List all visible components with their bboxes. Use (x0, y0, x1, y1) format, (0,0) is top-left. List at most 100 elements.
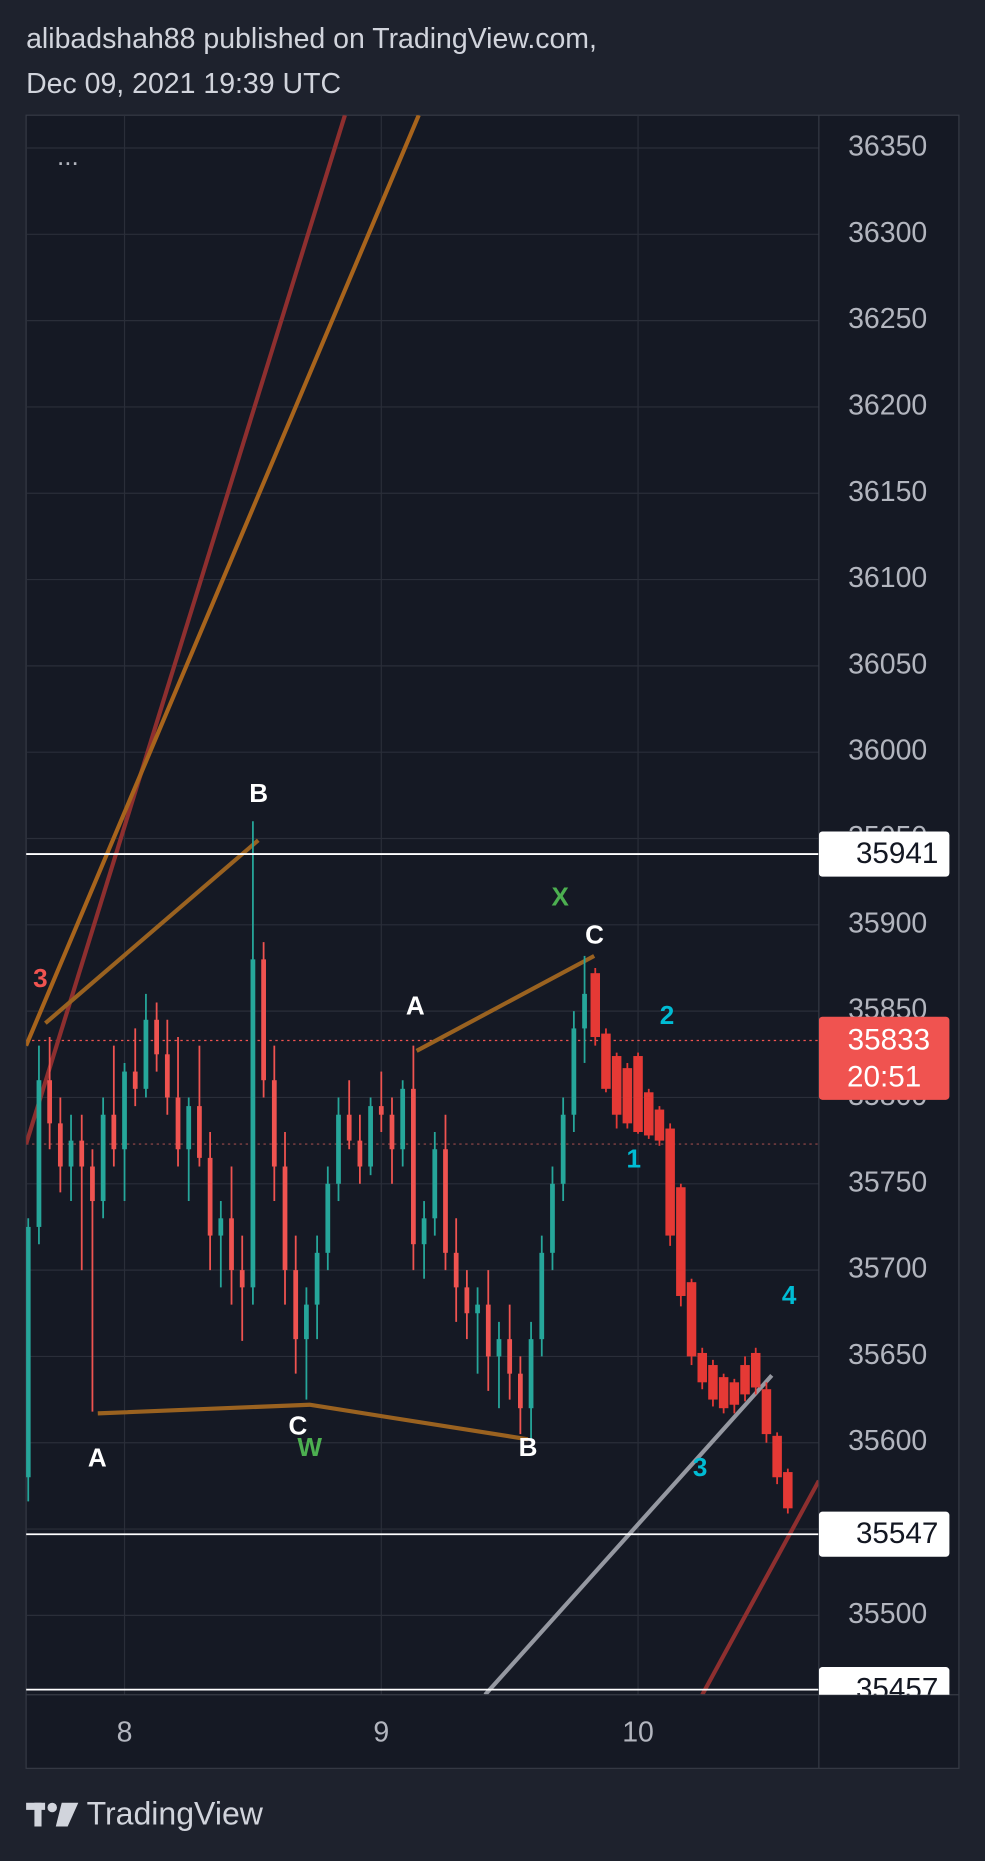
price-tag-label: 35941 (856, 837, 938, 870)
candle-body (368, 1106, 373, 1167)
candle-body (507, 1339, 513, 1374)
candle-body (708, 1365, 718, 1400)
x-tick-label: 8 (117, 1716, 133, 1748)
candle-body (261, 959, 266, 1081)
y-tick-label: 36300 (848, 217, 927, 249)
more-menu[interactable]: ... (57, 141, 79, 171)
last-price-label: 35833 (848, 1024, 930, 1057)
wave-label: B (519, 1432, 538, 1462)
candle-body (665, 1128, 675, 1236)
wave-label: W (297, 1432, 322, 1462)
candle-body (36, 1080, 42, 1227)
price-tag (818, 1511, 950, 1557)
candle-body (90, 1166, 95, 1202)
candle-body (729, 1382, 740, 1405)
wave-label: 4 (782, 1280, 797, 1310)
candle-body (325, 1183, 331, 1253)
y-tick-label: 36250 (848, 303, 927, 335)
candle-body (421, 1218, 427, 1245)
candle-body (539, 1252, 545, 1340)
trend-line (700, 1479, 819, 1695)
y-tick-label: 35500 (848, 1598, 927, 1630)
candle-body (336, 1114, 341, 1184)
candle-body (443, 1149, 448, 1253)
candle-body (282, 1166, 288, 1271)
candle-body (250, 959, 256, 1288)
candle-body (122, 1071, 127, 1150)
y-tick-label: 35900 (848, 907, 927, 939)
candle-body (453, 1252, 459, 1288)
candle-body (26, 1226, 31, 1478)
x-tick-label: 10 (622, 1716, 654, 1748)
y-tick-label: 36050 (848, 648, 927, 680)
candle-body (550, 1183, 555, 1253)
candle-body (378, 1106, 384, 1115)
price-tag (818, 1667, 950, 1695)
candle-body (761, 1389, 772, 1435)
candle-body (697, 1352, 707, 1383)
price-axis: 36350 36300 36250 36200 36150 36100 36050 36000… (818, 131, 950, 1695)
candle-body (100, 1114, 106, 1202)
candle-body (164, 1054, 170, 1098)
footer-brand: TradingView (87, 1795, 264, 1831)
candle-body (601, 1033, 611, 1089)
x-tick-label: 9 (373, 1716, 389, 1748)
candle-body (686, 1282, 697, 1357)
candle-body (517, 1373, 523, 1409)
candle-body (475, 1304, 480, 1314)
trend-line (415, 954, 596, 1053)
candle-body (143, 1019, 149, 1089)
candle-body (400, 1088, 406, 1150)
wave-label: A (406, 991, 425, 1021)
candle-body (496, 1339, 502, 1357)
last-price-tag (818, 1016, 950, 1100)
candle-body (154, 1019, 160, 1055)
grid (26, 115, 819, 1695)
candle-body (644, 1092, 654, 1136)
candle-body (622, 1068, 633, 1124)
candle-body (432, 1149, 438, 1219)
candle-body (357, 1140, 363, 1167)
y-tick-label: 36200 (848, 389, 927, 421)
candle-body (411, 1088, 416, 1245)
candle-body (772, 1435, 782, 1478)
candle-body (186, 1106, 192, 1150)
candle-body (633, 1056, 643, 1132)
candle-body (464, 1287, 470, 1314)
wave-label: C (585, 919, 604, 949)
header-author: alibadshah88 published on TradingView.co… (26, 23, 597, 55)
wave-label: C (288, 1411, 307, 1441)
candle-body (740, 1365, 750, 1395)
trend-line (97, 1402, 529, 1442)
time-axis: 8 9 10 (117, 1716, 654, 1748)
y-tick-label: 36100 (848, 562, 927, 594)
candle-body (304, 1304, 309, 1340)
y-tick-label: 35650 (848, 1339, 927, 1371)
price-tag (818, 831, 950, 877)
candle-body (346, 1114, 352, 1141)
candle-body (718, 1377, 729, 1409)
candle-body (47, 1080, 53, 1124)
candle-body (571, 1028, 577, 1115)
candle-body (79, 1140, 85, 1167)
wave-label: 3 (693, 1452, 708, 1482)
trend-line (44, 838, 260, 1025)
y-tick-label: 35700 (848, 1253, 927, 1285)
wave-label: 2 (660, 1000, 675, 1030)
countdown: 20:51 (847, 1060, 921, 1093)
candle-body (293, 1270, 299, 1340)
candle-body (229, 1218, 234, 1271)
candle-body (111, 1114, 117, 1150)
candle-body (389, 1114, 395, 1150)
candle-body (560, 1114, 566, 1184)
y-tick-label: 35750 (848, 1166, 927, 1198)
trend-line (26, 115, 421, 1047)
candle-body (132, 1071, 138, 1089)
candle-body (68, 1140, 74, 1167)
candle-body (239, 1270, 245, 1288)
wave-label: A (88, 1443, 107, 1473)
wave-label: X (551, 881, 569, 911)
